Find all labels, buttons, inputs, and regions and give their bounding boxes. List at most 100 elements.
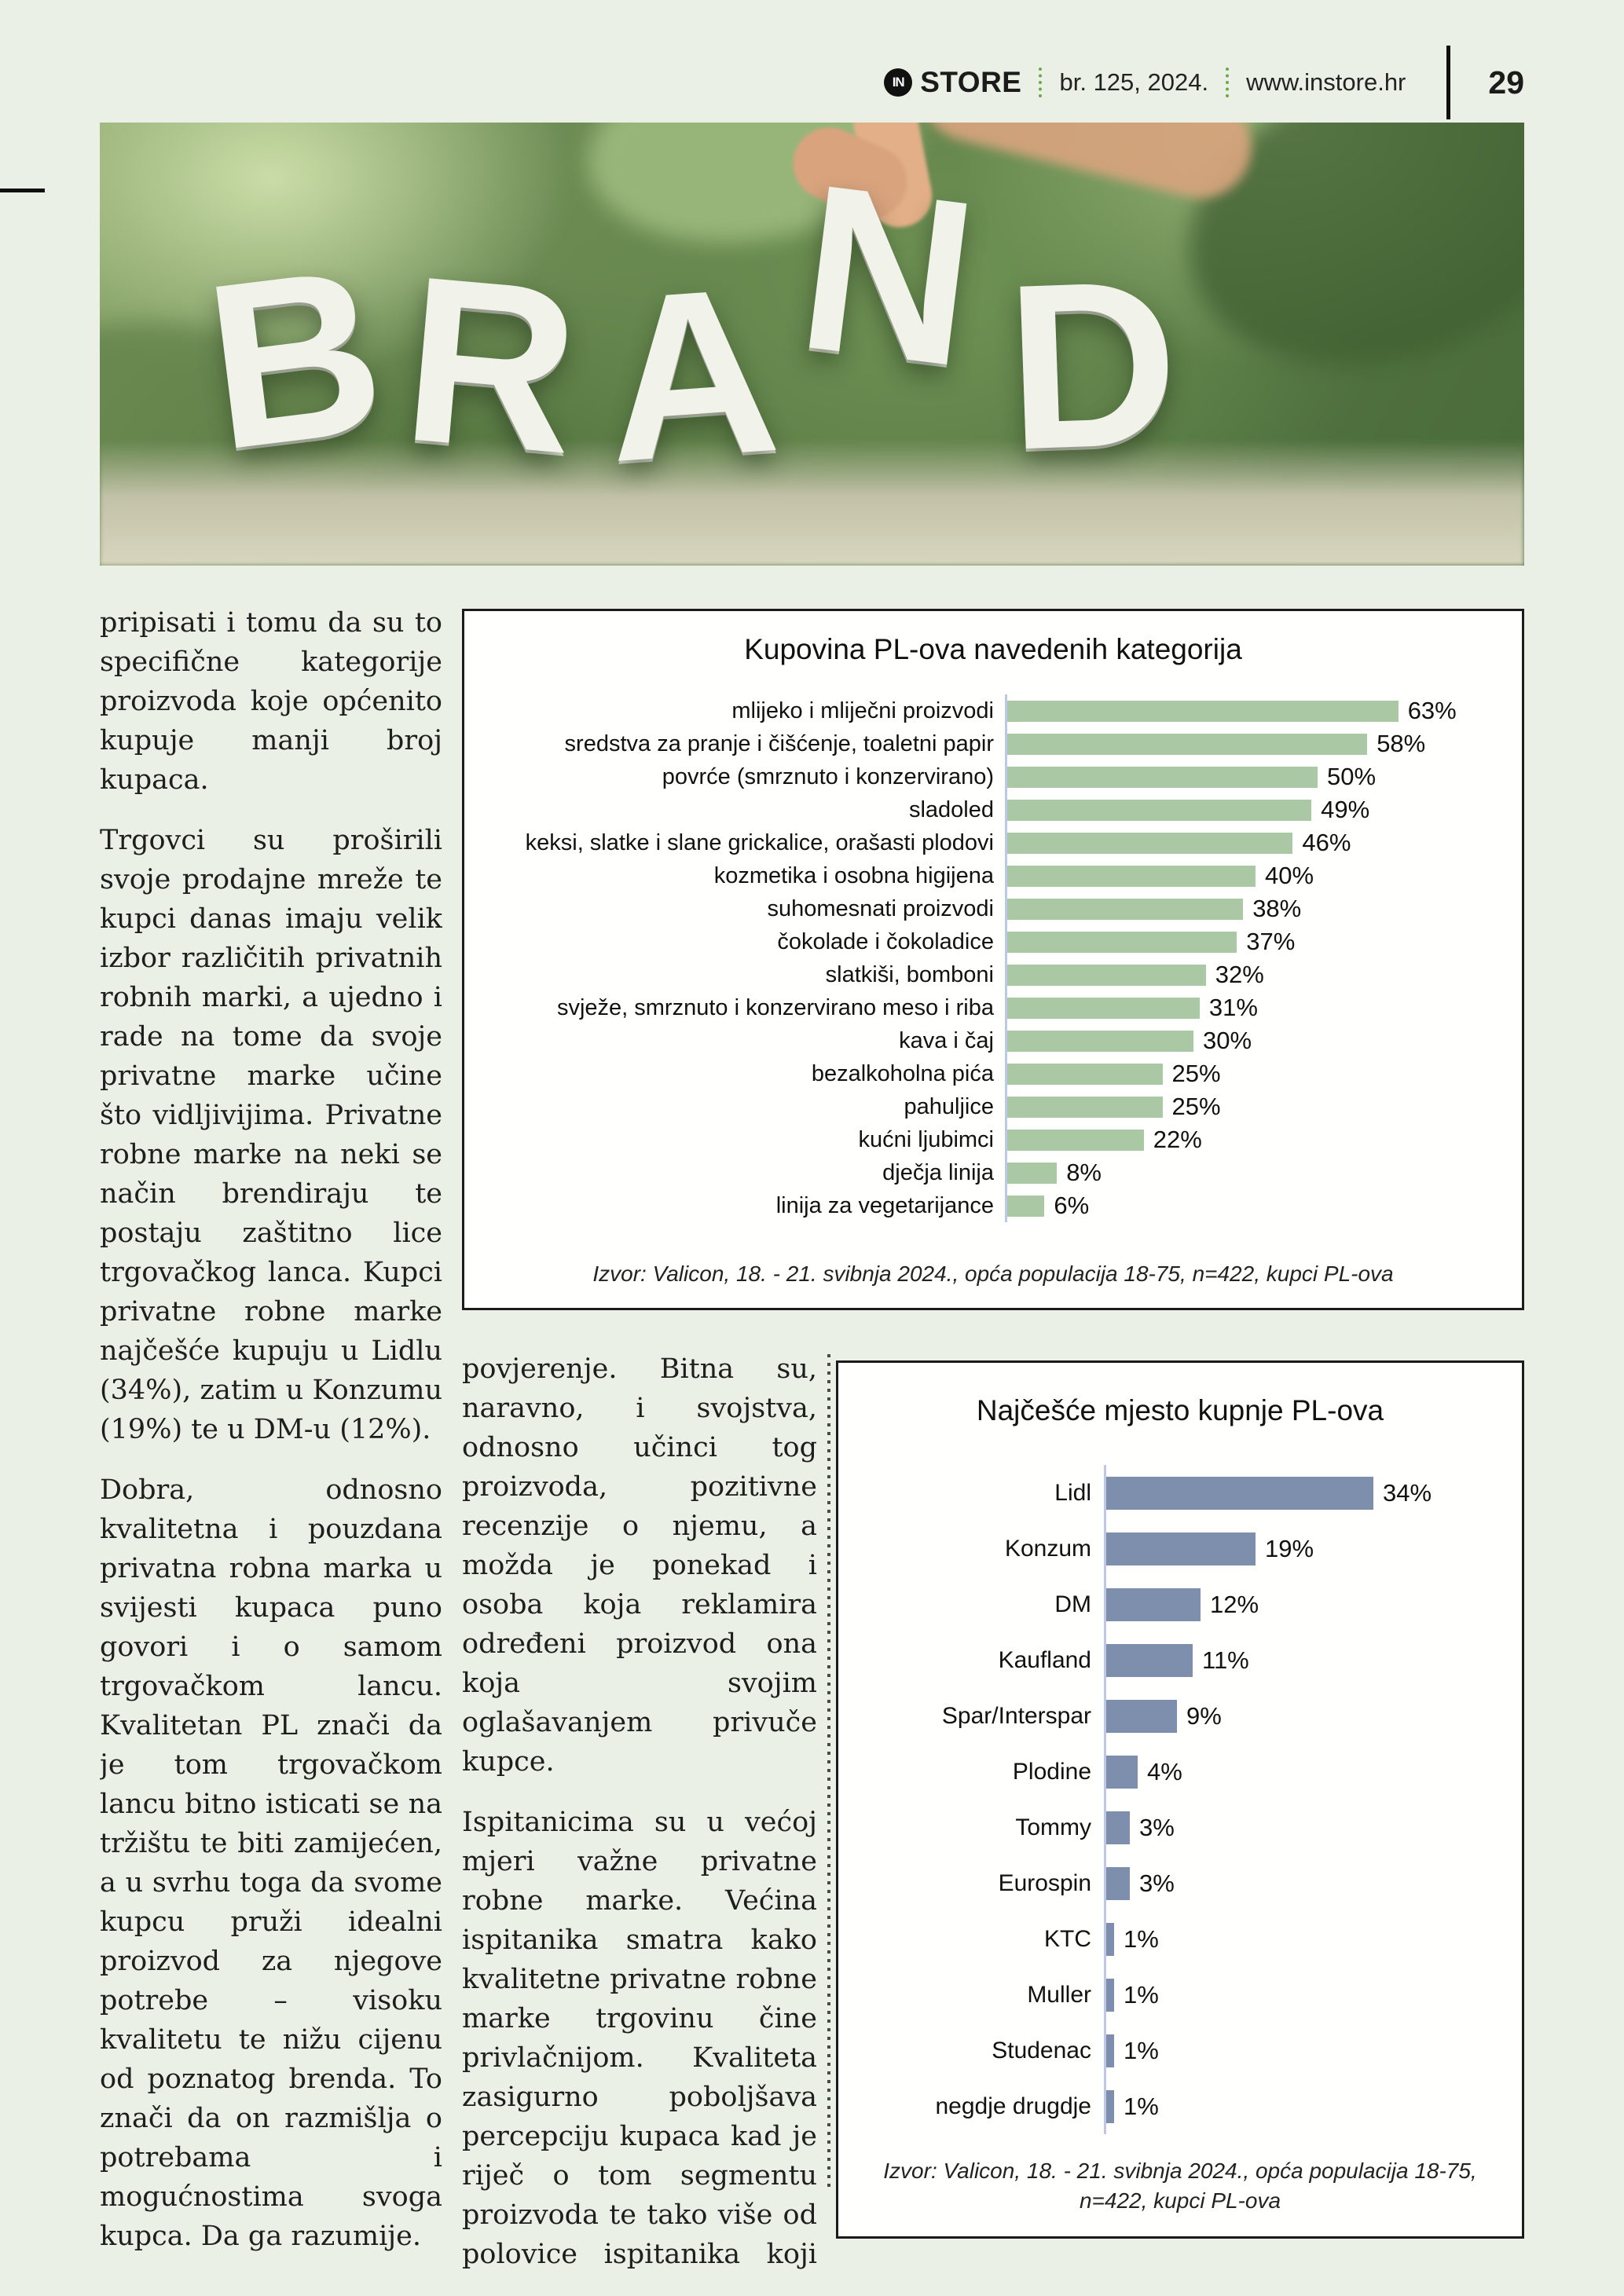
- category-label: suhomesnati proizvodi: [767, 895, 994, 921]
- category-label: pahuljice: [904, 1093, 994, 1119]
- chart-purchase-places: Najčešće mjesto kupnje PL-ova Lidl 34% Kon…: [836, 1360, 1524, 2239]
- page-header: IN STORE br. 125, 2024. www.instore.hr 2…: [884, 46, 1524, 119]
- chart-row: suhomesnati proizvodi 38%: [485, 892, 1501, 925]
- value-label: 38%: [1252, 895, 1302, 922]
- bar-area: 19%: [1104, 1521, 1508, 1576]
- bar-area: 1%: [1104, 2078, 1508, 2134]
- category-label: slatkiši, bomboni: [825, 961, 994, 987]
- bar: [1007, 997, 1200, 1019]
- value-label: 32%: [1215, 961, 1264, 988]
- chart-row: linija za vegetarijance 6%: [485, 1189, 1501, 1222]
- brand-letter-d: D: [1003, 229, 1182, 500]
- chart-row: Studenac 1%: [859, 2023, 1508, 2078]
- bar-area: 31%: [1005, 991, 1501, 1024]
- bar-area: 8%: [1005, 1156, 1501, 1189]
- paragraph: Privatne robne marke nemaju nimalo lak z…: [100, 2277, 442, 2280]
- category-label: kava i čaj: [899, 1027, 994, 1053]
- article-column-left: pripisati i tomu da su to specifične kat…: [100, 603, 442, 2280]
- paragraph: Ispitanicima su u većoj mjeri važne priv…: [462, 1807, 817, 2280]
- bar: [1106, 1755, 1138, 1789]
- bar: [1106, 1532, 1256, 1565]
- chart-row: bezalkoholna pića 25%: [485, 1057, 1501, 1090]
- chart-row: sladoled 49%: [485, 793, 1501, 826]
- value-label: 63%: [1407, 697, 1457, 724]
- bar: [1007, 1162, 1058, 1184]
- value-label: 1%: [1124, 1924, 1159, 1953]
- value-label: 4%: [1147, 1757, 1182, 1785]
- bar: [1007, 1129, 1144, 1151]
- page-number: 29: [1488, 64, 1524, 101]
- value-label: 58%: [1377, 730, 1426, 757]
- chart-row: Muller 1%: [859, 1967, 1508, 2023]
- value-label: 1%: [1124, 2036, 1159, 2064]
- bar: [1106, 1922, 1114, 1956]
- chart-row: pahuljice 25%: [485, 1090, 1501, 1123]
- bar: [1007, 1063, 1163, 1085]
- chart-row: Lidl 34%: [859, 1465, 1508, 1521]
- category-label: sredstva za pranje i čišćenje, toaletni …: [564, 731, 994, 756]
- bar-area: 1%: [1104, 1967, 1508, 2023]
- bar-area: 40%: [1005, 859, 1501, 892]
- bar-area: 4%: [1104, 1744, 1508, 1800]
- value-label: 11%: [1202, 1646, 1249, 1674]
- value-label: 1%: [1124, 1980, 1159, 2009]
- bar: [1106, 1866, 1130, 1900]
- paragraph: povjerenje. Bitna su, naravno, i svojstv…: [462, 1353, 817, 1778]
- bar-area: 46%: [1005, 826, 1501, 859]
- bar: [1106, 1476, 1373, 1510]
- chart-row: Kaufland 11%: [859, 1632, 1508, 1688]
- chart-title: Najčešće mjesto kupnje PL-ova: [976, 1394, 1384, 1426]
- chart-row: Tommy 3%: [859, 1800, 1508, 1855]
- chart-row: povrće (smrznuto i konzervirano) 50%: [485, 760, 1501, 793]
- category-label: Studenac: [992, 2037, 1091, 2063]
- category-label: KTC: [1044, 1925, 1091, 1952]
- bar-area: 32%: [1005, 958, 1501, 991]
- category-label: Plodine: [1012, 1758, 1091, 1785]
- left-edge-mark: [0, 189, 45, 192]
- value-label: 37%: [1246, 928, 1296, 955]
- brand-letter-b: B: [194, 217, 396, 500]
- header-dotted-separator: [1226, 68, 1230, 97]
- bar: [1106, 1643, 1193, 1677]
- category-label: čokolade i čokoladice: [777, 928, 994, 954]
- bar: [1106, 2089, 1114, 2123]
- bar-area: 30%: [1005, 1024, 1501, 1057]
- value-label: 25%: [1171, 1093, 1221, 1120]
- chart-row: Spar/Interspar 9%: [859, 1688, 1508, 1744]
- chart-source: Izvor: Valicon, 18. - 21. svibnja 2024.,…: [592, 1262, 1394, 1287]
- value-label: 40%: [1265, 862, 1314, 889]
- category-label: povrće (smrznuto i konzervirano): [662, 764, 994, 789]
- chart-source: Izvor: Valicon, 18. - 21. svibnja 2024.,…: [883, 2159, 1477, 2214]
- chart-row: mlijeko i mliječni proizvodi 63%: [485, 694, 1501, 727]
- bar: [1007, 832, 1293, 854]
- bar: [1007, 964, 1206, 986]
- chart-purchase-categories: Kupovina PL-ova navedenih kategorija mli…: [462, 609, 1524, 1310]
- bar-area: 11%: [1104, 1632, 1508, 1688]
- category-label: DM: [1054, 1591, 1091, 1617]
- category-label: Eurospin: [998, 1869, 1091, 1896]
- article-column-middle: povjerenje. Bitna su, naravno, i svojstv…: [462, 1349, 817, 2280]
- paragraph: pripisati i tomu da su to specifične kat…: [100, 607, 442, 796]
- value-label: 50%: [1327, 763, 1377, 790]
- chart-row: slatkiši, bomboni 32%: [485, 958, 1501, 991]
- bar: [1007, 931, 1237, 953]
- bar-area: 1%: [1104, 2023, 1508, 2078]
- chart-row: kozmetika i osobna higijena 40%: [485, 859, 1501, 892]
- value-label: 49%: [1321, 796, 1370, 823]
- value-label: 25%: [1171, 1060, 1221, 1087]
- bar-area: 22%: [1005, 1123, 1501, 1156]
- category-label: dječja linija: [882, 1159, 994, 1185]
- chart-row: DM 12%: [859, 1576, 1508, 1632]
- chart-row: keksi, slatke i slane grickalice, orašas…: [485, 826, 1501, 859]
- header-divider-bar: [1446, 46, 1451, 119]
- chart-row: čokolade i čokoladice 37%: [485, 925, 1501, 958]
- chart-row: negdje drugdje 1%: [859, 2078, 1508, 2134]
- bar-area: 9%: [1104, 1688, 1508, 1744]
- value-label: 31%: [1208, 994, 1258, 1021]
- value-label: 1%: [1124, 2092, 1159, 2120]
- chart-title: Kupovina PL-ova navedenih kategorija: [744, 633, 1242, 665]
- bar-area: 63%: [1005, 694, 1501, 727]
- bar-area: 50%: [1005, 760, 1501, 793]
- category-label: keksi, slatke i slane grickalice, orašas…: [525, 829, 994, 855]
